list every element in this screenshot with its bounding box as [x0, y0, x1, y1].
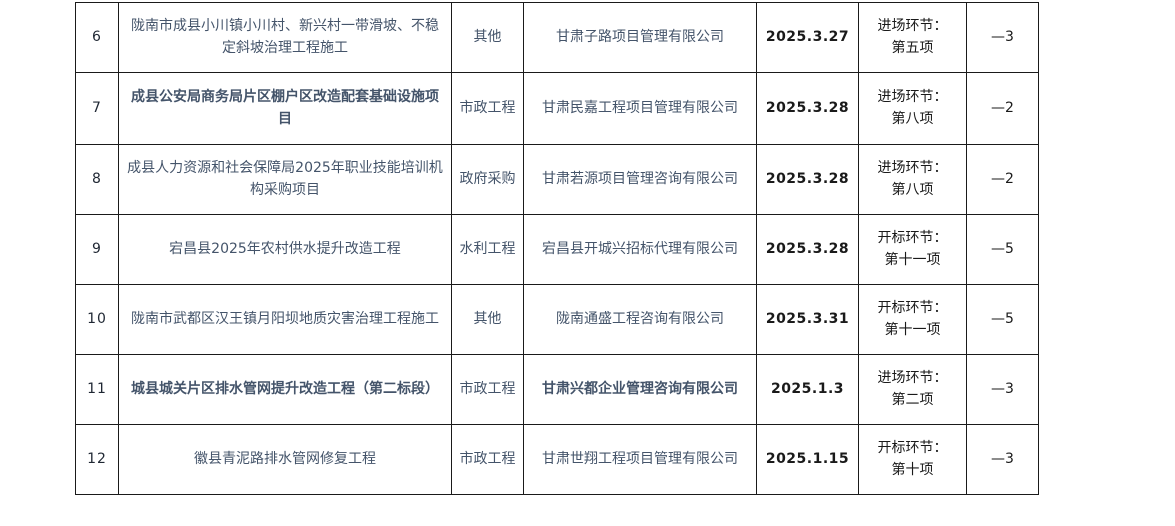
project-category: 政府采购: [451, 144, 524, 215]
score-value: —3: [966, 2, 1039, 73]
project-category: 市政工程: [451, 72, 524, 145]
row-number: 11: [75, 354, 119, 425]
score-value: —3: [966, 424, 1039, 495]
date-value: 2025.1.15: [756, 424, 859, 495]
table-row: 8 成县人力资源和社会保障局2025年职业技能培训机构采购项目 政府采购 甘肃若…: [75, 144, 1039, 215]
projects-table: 6 陇南市成县小川镇小川村、新兴村一带滑坡、不稳定斜坡治理工程施工 其他 甘肃子…: [75, 2, 1039, 495]
date-value: 2025.3.28: [756, 214, 859, 285]
row-number: 7: [75, 72, 119, 145]
stage-text: 开标环节：第十一项: [858, 214, 967, 285]
table-row: 12 徽县青泥路排水管网修复工程 市政工程 甘肃世翔工程项目管理有限公司 202…: [75, 424, 1039, 495]
stage-text: 进场环节：第八项: [858, 144, 967, 215]
table-row: 6 陇南市成县小川镇小川村、新兴村一带滑坡、不稳定斜坡治理工程施工 其他 甘肃子…: [75, 2, 1039, 73]
project-name: 城县城关片区排水管网提升改造工程（第二标段）: [118, 354, 452, 425]
table-row: 9 宕昌县2025年农村供水提升改造工程 水利工程 宕昌县开城兴招标代理有限公司…: [75, 214, 1039, 285]
project-name: 徽县青泥路排水管网修复工程: [118, 424, 452, 495]
project-category: 市政工程: [451, 354, 524, 425]
project-category: 其他: [451, 2, 524, 73]
project-name: 成县公安局商务局片区棚户区改造配套基础设施项目: [118, 72, 452, 145]
project-category: 市政工程: [451, 424, 524, 495]
score-value: —2: [966, 144, 1039, 215]
agency-name: 甘肃民嘉工程项目管理有限公司: [523, 72, 757, 145]
agency-name: 陇南通盛工程咨询有限公司: [523, 284, 757, 355]
score-value: —5: [966, 214, 1039, 285]
score-value: —3: [966, 354, 1039, 425]
row-number: 6: [75, 2, 119, 73]
row-number: 12: [75, 424, 119, 495]
project-category: 水利工程: [451, 214, 524, 285]
row-number: 9: [75, 214, 119, 285]
table-row: 7 成县公安局商务局片区棚户区改造配套基础设施项目 市政工程 甘肃民嘉工程项目管…: [75, 72, 1039, 145]
stage-text: 开标环节：第十一项: [858, 284, 967, 355]
date-value: 2025.3.31: [756, 284, 859, 355]
date-value: 2025.3.28: [756, 72, 859, 145]
row-number: 10: [75, 284, 119, 355]
score-value: —2: [966, 72, 1039, 145]
stage-text: 进场环节：第八项: [858, 72, 967, 145]
stage-text: 进场环节：第五项: [858, 2, 967, 73]
row-number: 8: [75, 144, 119, 215]
stage-text: 进场环节：第二项: [858, 354, 967, 425]
project-name: 陇南市武都区汉王镇月阳坝地质灾害治理工程施工: [118, 284, 452, 355]
project-name: 宕昌县2025年农村供水提升改造工程: [118, 214, 452, 285]
agency-name: 甘肃子路项目管理有限公司: [523, 2, 757, 73]
agency-name: 甘肃若源项目管理咨询有限公司: [523, 144, 757, 215]
table-row: 10 陇南市武都区汉王镇月阳坝地质灾害治理工程施工 其他 陇南通盛工程咨询有限公…: [75, 284, 1039, 355]
agency-name: 宕昌县开城兴招标代理有限公司: [523, 214, 757, 285]
date-value: 2025.1.3: [756, 354, 859, 425]
project-name: 陇南市成县小川镇小川村、新兴村一带滑坡、不稳定斜坡治理工程施工: [118, 2, 452, 73]
date-value: 2025.3.28: [756, 144, 859, 215]
date-value: 2025.3.27: [756, 2, 859, 73]
table-row: 11 城县城关片区排水管网提升改造工程（第二标段） 市政工程 甘肃兴都企业管理咨…: [75, 354, 1039, 425]
agency-name: 甘肃兴都企业管理咨询有限公司: [523, 354, 757, 425]
score-value: —5: [966, 284, 1039, 355]
agency-name: 甘肃世翔工程项目管理有限公司: [523, 424, 757, 495]
project-category: 其他: [451, 284, 524, 355]
stage-text: 开标环节：第十项: [858, 424, 967, 495]
project-name: 成县人力资源和社会保障局2025年职业技能培训机构采购项目: [118, 144, 452, 215]
